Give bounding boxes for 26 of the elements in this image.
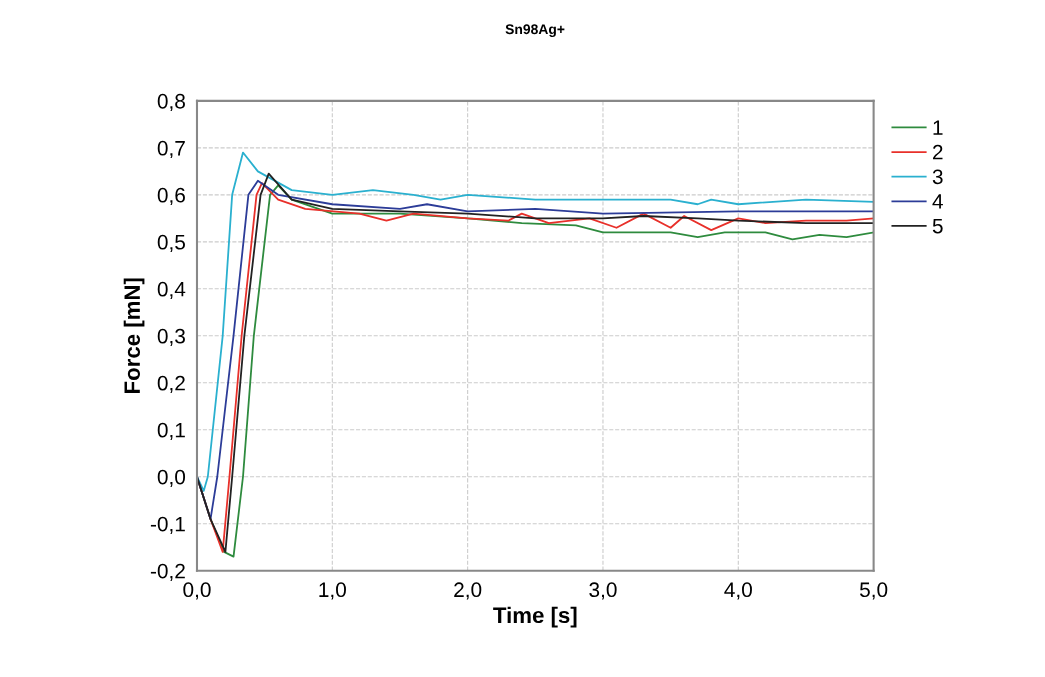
y-tick-label: 0,5	[157, 234, 185, 253]
y-tick-label: 0,4	[157, 281, 186, 300]
y-tick-label: 0,2	[157, 375, 185, 393]
legend-label: 1	[933, 120, 943, 135]
y-tick-label: 0,8	[157, 93, 185, 112]
y-tick-label: 0,6	[157, 187, 185, 206]
y-tick-label: -0,1	[150, 516, 185, 534]
y-axis-title: Force [mN]	[123, 278, 145, 393]
legend-label: 2	[933, 144, 943, 160]
x-tick-label: 1,0	[319, 582, 346, 600]
y-tick-label: -0,2	[150, 563, 185, 581]
x-tick-label: 3,0	[589, 582, 617, 600]
legend-label: 3	[932, 169, 943, 185]
legend-label: 5	[932, 218, 943, 234]
y-tick-label: 0,0	[157, 469, 186, 487]
x-tick-label: 0,0	[183, 582, 211, 600]
x-tick-label: 2,0	[454, 582, 482, 600]
line-series	[196, 151, 874, 492]
y-tick-label: 0,3	[157, 328, 185, 347]
y-tick-label: 0,7	[157, 140, 185, 159]
x-tick-label: 5,0	[859, 582, 888, 600]
legend-label: 4	[932, 194, 943, 209]
y-tick-label: 0,1	[157, 422, 185, 440]
x-tick-label: 4,0	[724, 582, 752, 600]
x-axis-title: Time [s]	[493, 606, 577, 628]
chart-title: Sn98Ag+	[505, 24, 565, 37]
